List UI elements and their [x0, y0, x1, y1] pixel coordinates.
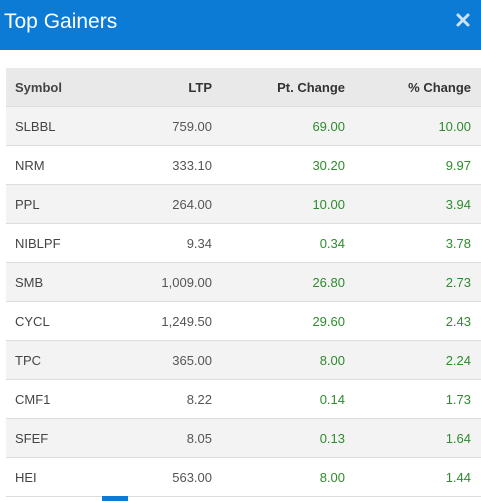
- table-row[interactable]: CMF1 8.22 0.14 1.73: [6, 379, 481, 419]
- cell-symbol[interactable]: NIBLPF: [6, 223, 125, 263]
- cell-symbol[interactable]: CMF1: [6, 379, 125, 419]
- cell-pct-change: 2.24: [345, 340, 481, 380]
- cell-pt-change: 0.34: [212, 223, 345, 263]
- cell-pct-change: 3.78: [345, 223, 481, 263]
- cell-pt-change: 26.80: [212, 262, 345, 302]
- table-row[interactable]: PPL 264.00 10.00 3.94: [6, 184, 481, 224]
- cell-pt-change: 0.13: [212, 418, 345, 458]
- table-row[interactable]: HEI 563.00 8.00 1.44: [6, 457, 481, 497]
- modal-title: Top Gainers: [4, 10, 118, 33]
- cell-pct-change: 2.73: [345, 262, 481, 302]
- cell-symbol[interactable]: CYCL: [6, 301, 125, 341]
- column-header-pct-change[interactable]: % Change: [345, 68, 481, 107]
- cell-pt-change: 69.00: [212, 106, 345, 146]
- modal-header: Top Gainers: [0, 0, 481, 50]
- cell-pt-change: 8.00: [212, 340, 345, 380]
- cell-ltp: 8.05: [125, 418, 212, 458]
- table-header-row: Symbol LTP Pt. Change % Change: [6, 68, 481, 107]
- scroll-indicator[interactable]: [102, 496, 128, 501]
- table-row[interactable]: SMB 1,009.00 26.80 2.73: [6, 262, 481, 302]
- cell-pt-change: 8.00: [212, 457, 345, 497]
- close-icon[interactable]: [455, 12, 471, 28]
- cell-pct-change: 1.44: [345, 457, 481, 497]
- column-header-pt-change[interactable]: Pt. Change: [212, 68, 345, 107]
- table-row[interactable]: NIBLPF 9.34 0.34 3.78: [6, 223, 481, 263]
- cell-ltp: 333.10: [125, 145, 212, 185]
- cell-pct-change: 3.94: [345, 184, 481, 224]
- table-row[interactable]: CYCL 1,249.50 29.60 2.43: [6, 301, 481, 341]
- cell-pct-change: 10.00: [345, 106, 481, 146]
- cell-ltp: 563.00: [125, 457, 212, 497]
- cell-pt-change: 10.00: [212, 184, 345, 224]
- cell-ltp: 365.00: [125, 340, 212, 380]
- column-header-ltp[interactable]: LTP: [125, 68, 212, 107]
- cell-pt-change: 29.60: [212, 301, 345, 341]
- gainers-table-container: Symbol LTP Pt. Change % Change SLBBL 759.…: [6, 68, 481, 497]
- cell-pct-change: 9.97: [345, 145, 481, 185]
- cell-pt-change: 30.20: [212, 145, 345, 185]
- cell-ltp: 9.34: [125, 223, 212, 263]
- cell-symbol[interactable]: SLBBL: [6, 106, 125, 146]
- cell-pt-change: 0.14: [212, 379, 345, 419]
- cell-ltp: 1,009.00: [125, 262, 212, 302]
- column-header-symbol[interactable]: Symbol: [6, 68, 125, 107]
- cell-ltp: 759.00: [125, 106, 212, 146]
- table-row[interactable]: SFEF 8.05 0.13 1.64: [6, 418, 481, 458]
- table-row[interactable]: SLBBL 759.00 69.00 10.00: [6, 106, 481, 146]
- cell-pct-change: 1.64: [345, 418, 481, 458]
- cell-pct-change: 2.43: [345, 301, 481, 341]
- cell-symbol[interactable]: TPC: [6, 340, 125, 380]
- cell-symbol[interactable]: PPL: [6, 184, 125, 224]
- table-row[interactable]: TPC 365.00 8.00 2.24: [6, 340, 481, 380]
- cell-symbol[interactable]: SFEF: [6, 418, 125, 458]
- cell-ltp: 8.22: [125, 379, 212, 419]
- cell-symbol[interactable]: SMB: [6, 262, 125, 302]
- cell-pct-change: 1.73: [345, 379, 481, 419]
- table-row[interactable]: NRM 333.10 30.20 9.97: [6, 145, 481, 185]
- gainers-table: Symbol LTP Pt. Change % Change SLBBL 759.…: [6, 68, 481, 497]
- cell-symbol[interactable]: HEI: [6, 457, 125, 497]
- cell-symbol[interactable]: NRM: [6, 145, 125, 185]
- cell-ltp: 264.00: [125, 184, 212, 224]
- cell-ltp: 1,249.50: [125, 301, 212, 341]
